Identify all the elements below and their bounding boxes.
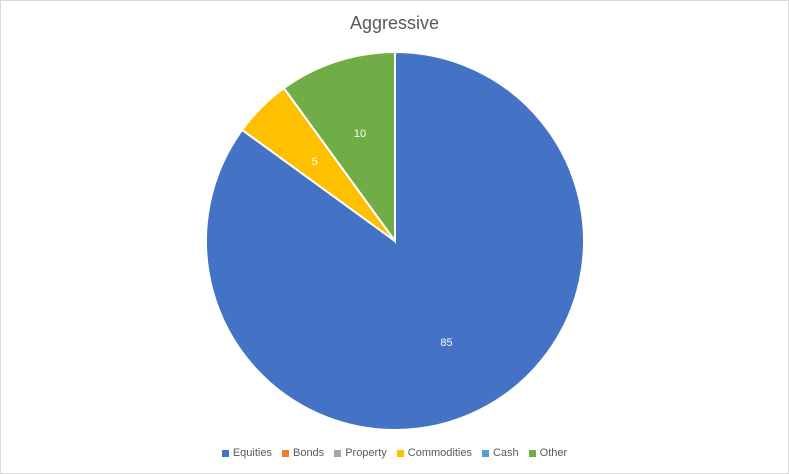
data-label-commodities: 5 [312,156,318,168]
legend-item-cash: Cash [481,447,519,459]
legend-label: Bonds [292,447,325,459]
legend-label: Other [539,447,568,459]
pie-slice-other [282,50,396,245]
data-label-other: 10 [354,128,366,140]
legend-item-equities: Equities [221,447,272,459]
chart-title: Aggressive [349,13,440,33]
legend-swatch [221,449,229,457]
legend-item-bonds: Bonds [281,447,325,459]
legend-label: Commodities [407,447,472,459]
legend-swatch [528,449,536,457]
legend-label: Cash [492,447,519,459]
chart-legend: Equities Bonds Property Commodities Cash Othe… [1,447,788,459]
legend-swatch [396,449,404,457]
legend-item-commodities: Commodities [396,447,472,459]
legend-swatch [281,449,289,457]
legend-swatch [481,449,489,457]
legend-item-property: Property [334,447,387,459]
legend-label: Property [345,447,387,459]
legend-swatch [334,449,342,457]
data-label-equities: 85 [440,337,452,349]
legend-item-other: Other [528,447,568,459]
legend-label: Equities [232,447,272,459]
